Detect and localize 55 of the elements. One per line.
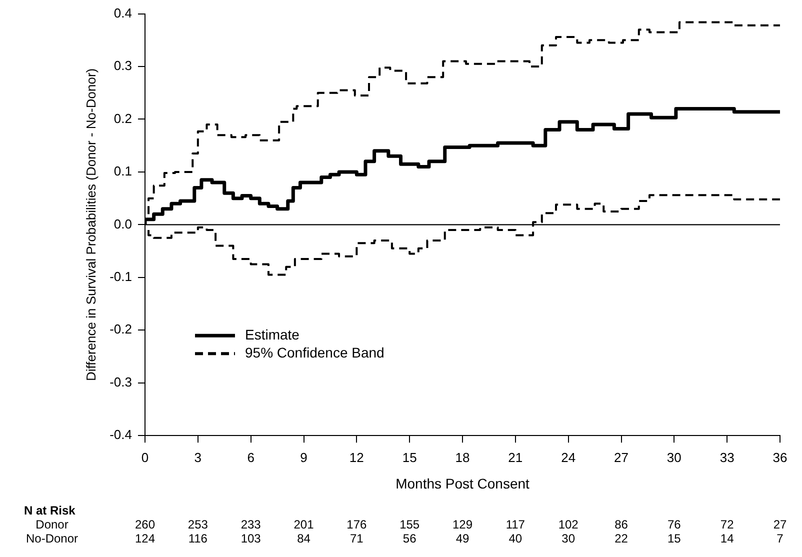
text: 124 [134, 531, 156, 546]
text: 260 [134, 517, 156, 532]
x-tick-label: 27 [614, 450, 628, 465]
text: 7 [776, 531, 784, 546]
text: 116 [188, 531, 208, 546]
text: 22 [614, 531, 628, 546]
y-tick-label: 0.2 [114, 110, 132, 126]
x-axis-title: Months Post Consent [396, 475, 530, 492]
text: No-Donor [26, 531, 78, 546]
y-tick-label: -0.2 [110, 322, 132, 337]
text: 253 [188, 517, 208, 532]
text: 155 [400, 517, 420, 532]
x-tick-label: 6 [247, 450, 254, 465]
x-tick-label: 3 [194, 450, 202, 465]
x-tick-label: 33 [720, 450, 734, 465]
y-axis-title: Difference in Survival Probabilities (Donor - No-Donor) [83, 68, 98, 382]
text: 102 [558, 517, 579, 532]
legend-label: 95% Confidence Band [245, 344, 384, 360]
y-tick-label: 0.4 [114, 5, 132, 20]
text: 84 [297, 531, 311, 546]
y-tick-label: -0.3 [110, 374, 132, 390]
text: 49 [456, 531, 470, 546]
y-tick-label: -0.4 [110, 427, 132, 442]
text: 176 [346, 517, 367, 532]
x-tick-label: 36 [772, 450, 788, 465]
x-tick-label: 9 [300, 450, 308, 465]
text: 117 [506, 517, 526, 532]
text: 129 [452, 517, 473, 532]
text: 201 [294, 517, 314, 532]
x-tick-label: 21 [508, 450, 523, 465]
text: 27 [773, 517, 787, 532]
text: 30 [562, 531, 576, 546]
x-tick-label: 24 [561, 450, 576, 465]
text: 56 [402, 531, 417, 546]
text: 86 [614, 517, 628, 532]
text: N at Risk [24, 503, 76, 518]
text: 72 [720, 517, 734, 532]
x-tick-label: 18 [455, 450, 470, 465]
y-tick-label: 0.3 [114, 58, 132, 74]
y-tick-label: -0.1 [110, 269, 132, 284]
y-tick-label: 0.1 [114, 164, 132, 179]
text: 14 [720, 531, 734, 546]
text: Donor [36, 517, 68, 532]
x-tick-label: 30 [666, 450, 682, 465]
legend-label: Estimate [245, 326, 300, 342]
x-tick-label: 12 [349, 450, 364, 465]
text: 103 [240, 531, 262, 546]
text: 15 [667, 531, 682, 546]
x-tick-label: 0 [141, 450, 149, 465]
text: 71 [350, 531, 364, 546]
x-tick-label: 15 [402, 450, 417, 465]
text: 40 [508, 531, 522, 546]
y-tick-label: 0.0 [114, 216, 132, 232]
text: 233 [240, 517, 262, 532]
text: 76 [667, 517, 682, 532]
